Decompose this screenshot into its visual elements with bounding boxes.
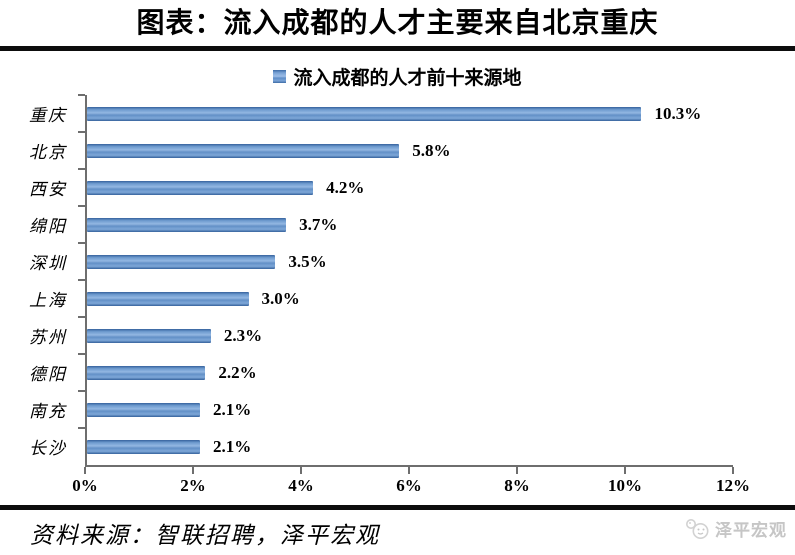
x-axis-tick	[408, 467, 410, 474]
zeping-logo-icon	[685, 517, 711, 541]
zeping-logo: 泽平宏观	[685, 516, 787, 541]
x-axis-label: 10%	[608, 476, 642, 495]
x-axis-label: 12%	[716, 476, 750, 495]
bar-track: 10.3%	[78, 94, 733, 132]
chart-row: 深圳 3.5%	[20, 242, 733, 280]
chart-row: 北京 5.8%	[20, 131, 733, 169]
value-label: 2.1%	[213, 399, 252, 419]
chart-row: 南充 2.1%	[20, 390, 733, 428]
chart-row: 重庆 10.3%	[20, 94, 733, 132]
bar	[87, 106, 642, 121]
category-label: 南充	[29, 402, 67, 421]
category-label: 绵阳	[29, 217, 67, 236]
bar	[87, 402, 201, 417]
value-label: 3.0%	[261, 288, 300, 308]
footer-divider	[0, 505, 795, 510]
legend-label: 流入成都的人才前十来源地	[293, 68, 522, 89]
x-axis-tick	[732, 467, 734, 474]
category-label: 苏州	[29, 328, 67, 347]
category-label: 重庆	[29, 106, 67, 125]
title-divider	[0, 46, 795, 51]
category-label: 西安	[29, 180, 67, 199]
chart-row: 德阳 2.2%	[20, 353, 733, 391]
chart-row: 绵阳 3.7%	[20, 205, 733, 243]
bar-chart: 重庆 10.3% 北京 5.8% 西安 4.2% 绵阳 3.7% 深圳 3.5% 上海 3.0% 苏州 2…	[0, 94, 795, 499]
bar-track: 3.7%	[78, 205, 733, 243]
value-label: 2.1%	[213, 436, 252, 456]
x-axis-label: 2%	[180, 476, 206, 495]
x-axis-label: 4%	[288, 476, 314, 495]
bar	[87, 365, 206, 380]
category-label: 长沙	[29, 439, 67, 458]
value-label: 3.7%	[299, 214, 338, 234]
bar-track: 3.5%	[78, 242, 733, 280]
x-axis-tick	[624, 467, 626, 474]
zeping-logo-text: 泽平宏观	[715, 521, 787, 540]
chart-legend: 流入成都的人才前十来源地	[0, 63, 795, 90]
bar-track: 2.1%	[78, 427, 733, 465]
bar	[87, 254, 276, 269]
category-label: 深圳	[29, 254, 67, 273]
x-axis-tick	[516, 467, 518, 474]
bar-track: 2.3%	[78, 316, 733, 354]
x-axis: 0% 2% 4% 6% 8% 10% 12%	[72, 465, 750, 499]
value-label: 2.3%	[223, 325, 263, 345]
footer: 资料来源：智联招聘，泽平宏观 泽平宏观	[0, 510, 795, 550]
bar-track: 5.8%	[78, 131, 733, 169]
legend-square-icon	[273, 70, 287, 83]
page-title: 图表：流入成都的人才主要来自北京重庆	[136, 8, 659, 39]
x-axis-label: 0%	[72, 476, 98, 495]
value-label: 5.8%	[412, 140, 451, 160]
bar	[87, 143, 400, 158]
bar	[87, 217, 287, 232]
category-label: 北京	[29, 143, 67, 162]
source-note: 资料来源：智联招聘，泽平宏观	[30, 523, 380, 548]
bar	[87, 291, 249, 306]
bar	[87, 439, 201, 454]
chart-row: 上海 3.0%	[20, 279, 733, 317]
value-label: 2.2%	[218, 362, 257, 382]
chart-row: 西安 4.2%	[20, 168, 733, 206]
bar-track: 2.2%	[78, 353, 733, 391]
chart-row: 苏州 2.3%	[20, 316, 733, 354]
x-axis-tick	[84, 467, 86, 474]
category-label: 德阳	[29, 365, 67, 384]
x-axis-tick	[192, 467, 194, 474]
bar	[87, 180, 314, 195]
bar	[87, 328, 211, 343]
value-label: 3.5%	[288, 251, 327, 271]
bar-track: 3.0%	[78, 279, 733, 317]
value-label: 4.2%	[326, 177, 365, 197]
x-axis-tick	[300, 467, 302, 474]
chart-row: 长沙 2.1%	[20, 427, 733, 465]
x-axis-label: 6%	[396, 476, 422, 495]
bar-track: 2.1%	[78, 390, 733, 428]
category-label: 上海	[29, 291, 67, 310]
bar-track: 4.2%	[78, 168, 733, 206]
x-axis-label: 8%	[504, 476, 530, 495]
chart-rows: 重庆 10.3% 北京 5.8% 西安 4.2% 绵阳 3.7% 深圳 3.5% 上海 3.0% 苏州 2…	[20, 94, 733, 465]
value-label: 10.3%	[654, 103, 702, 123]
